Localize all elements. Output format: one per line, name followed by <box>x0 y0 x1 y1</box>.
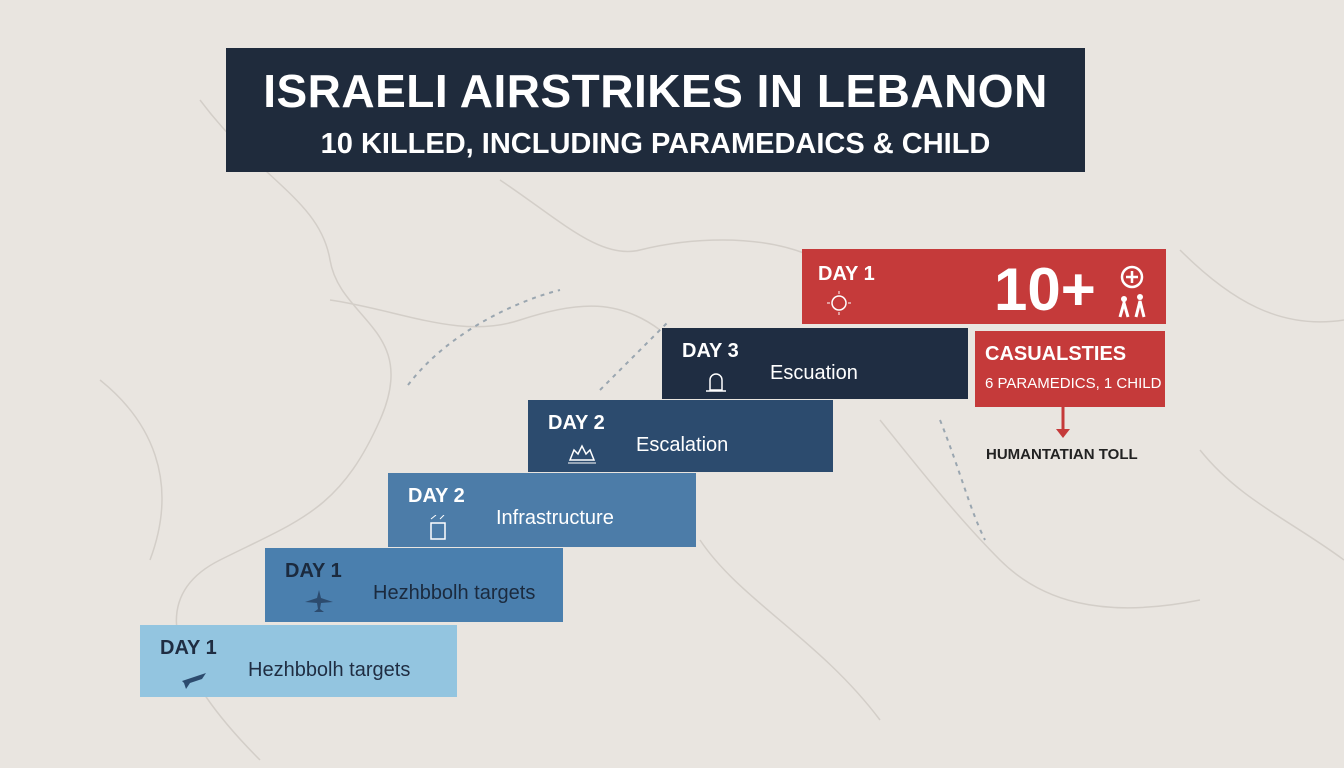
step-day: DAY 1 <box>285 560 342 582</box>
timeline-step: DAY 2 Escalation <box>528 400 833 472</box>
subtitle: 10 KILLED, INCLUDING PARAMEDAICS & CHILD <box>320 128 991 160</box>
timeline-step: DAY 3 Escuation <box>662 328 968 399</box>
summary-count: 10+ <box>994 256 1096 323</box>
alarm-icon <box>706 373 726 392</box>
title: ISRAELI AIRSTRIKES IN LEBANON <box>263 65 1048 117</box>
step-label: Hezhbbolh targets <box>373 582 536 604</box>
step-label: Infrastructure <box>496 507 614 529</box>
summary-box: DAY 1 10+ <box>802 249 1166 324</box>
step-label: Hezhbbolh targets <box>248 659 411 681</box>
step-day: DAY 3 <box>682 340 739 362</box>
step-day: DAY 2 <box>548 412 605 434</box>
header: ISRAELI AIRSTRIKES IN LEBANON 10 KILLED,… <box>226 48 1085 172</box>
timeline-step: DAY 2 Infrastructure <box>388 473 696 547</box>
plane-icon <box>305 590 333 612</box>
sun-icon <box>827 291 851 315</box>
summary-day: DAY 1 <box>818 263 875 285</box>
step-label: Escalation <box>636 434 729 456</box>
casualties-box: CASUALSTIES 6 PARAMEDICS, 1 CHILD <box>975 331 1165 407</box>
casualties-detail: 6 PARAMEDICS, 1 CHILD <box>985 375 1162 392</box>
timeline-step: DAY 1 Hezhbbolh targets <box>265 548 563 622</box>
building-icon <box>430 515 446 540</box>
casualties-title: CASUALSTIES <box>985 343 1127 365</box>
timeline-step: DAY 1 Hezhbbolh targets <box>140 625 457 697</box>
step-label: Escuation <box>770 362 858 384</box>
step-day: DAY 2 <box>408 485 465 507</box>
step-day: DAY 1 <box>160 637 217 659</box>
people-icon <box>1118 265 1146 318</box>
caption: HUMANTATIAN TOLL <box>986 446 1138 463</box>
plane-icon <box>182 673 206 689</box>
arrow <box>1056 407 1070 438</box>
explosion-icon <box>568 444 596 464</box>
